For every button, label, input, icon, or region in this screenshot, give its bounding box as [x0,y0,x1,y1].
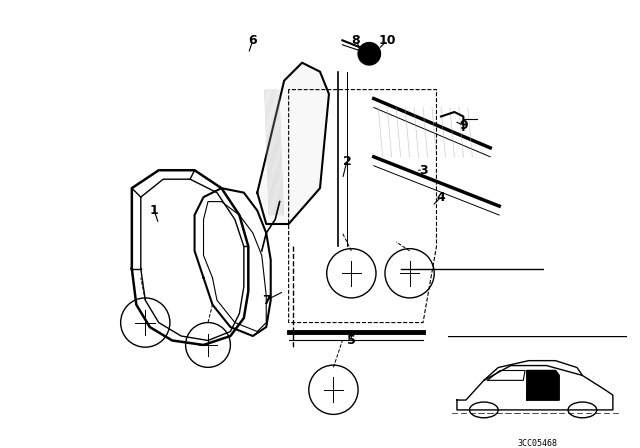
Text: 7: 7 [262,293,271,307]
Text: 4: 4 [436,190,445,204]
Polygon shape [257,63,329,224]
Text: 2: 2 [342,155,351,168]
Polygon shape [527,370,559,400]
Circle shape [470,402,498,418]
Text: 5: 5 [347,334,356,347]
Text: 9: 9 [459,119,468,132]
Text: 8: 8 [351,34,360,47]
Text: 3: 3 [419,164,428,177]
Text: 3CC05468: 3CC05468 [518,439,557,448]
Text: 1: 1 [150,204,159,217]
Text: 6: 6 [248,34,257,47]
Text: 10: 10 [378,34,396,47]
Circle shape [568,402,596,418]
Circle shape [358,43,380,65]
